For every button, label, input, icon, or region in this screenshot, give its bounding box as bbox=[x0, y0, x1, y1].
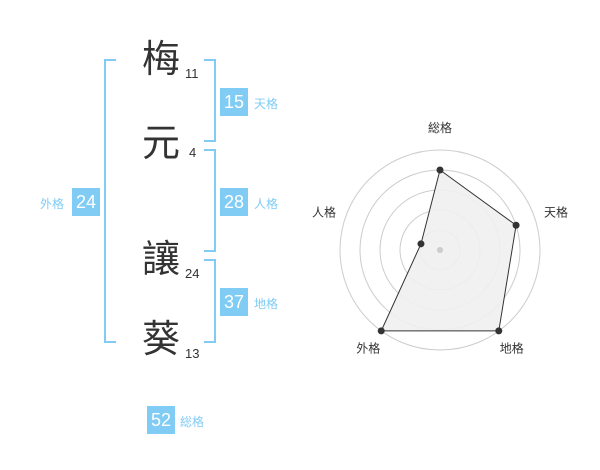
chikaku-bracket bbox=[204, 259, 216, 343]
radar-axis-label: 総格 bbox=[428, 120, 452, 135]
tenkaku-label: 天格 bbox=[254, 97, 279, 111]
name-char-3: 讓 bbox=[142, 237, 181, 281]
tenkaku-value: 15 bbox=[220, 88, 248, 116]
radar-axis-label: 天格 bbox=[544, 204, 568, 219]
radar-area bbox=[380, 169, 517, 332]
chikaku-value: 37 bbox=[220, 288, 248, 316]
stroke-count-2: 4 bbox=[189, 145, 197, 160]
soukaku-label: 総格 bbox=[180, 415, 205, 429]
stroke-count-4: 13 bbox=[185, 346, 200, 361]
stroke-count-3: 24 bbox=[185, 266, 200, 281]
stroke-count-1: 11 bbox=[185, 66, 199, 81]
radar-axis-label: 地格 bbox=[500, 341, 524, 356]
jinkaku-value: 28 bbox=[220, 188, 248, 216]
gaikaku-bracket bbox=[104, 59, 116, 343]
radar-ring bbox=[339, 149, 541, 351]
radar-axis-label: 外格 bbox=[356, 341, 380, 356]
jinkaku-bracket bbox=[204, 149, 216, 252]
radar-axis-label: 人格 bbox=[312, 204, 336, 219]
radar-point bbox=[512, 221, 520, 229]
radar-point bbox=[417, 240, 425, 248]
gaikaku-value: 24 bbox=[72, 188, 100, 216]
tenkaku-bracket bbox=[204, 59, 216, 142]
chikaku-label: 地格 bbox=[254, 297, 279, 311]
radar-center bbox=[437, 247, 443, 253]
radar-point bbox=[495, 327, 503, 335]
soukaku-value: 52 bbox=[147, 406, 175, 434]
radar-point bbox=[377, 327, 385, 335]
gaikaku-label: 外格 bbox=[40, 197, 65, 211]
name-char-1: 梅 bbox=[142, 37, 181, 81]
radar-point bbox=[436, 166, 444, 174]
name-char-4: 葵 bbox=[142, 317, 181, 361]
jinkaku-label: 人格 bbox=[254, 197, 279, 211]
name-char-2: 元 bbox=[142, 121, 181, 165]
